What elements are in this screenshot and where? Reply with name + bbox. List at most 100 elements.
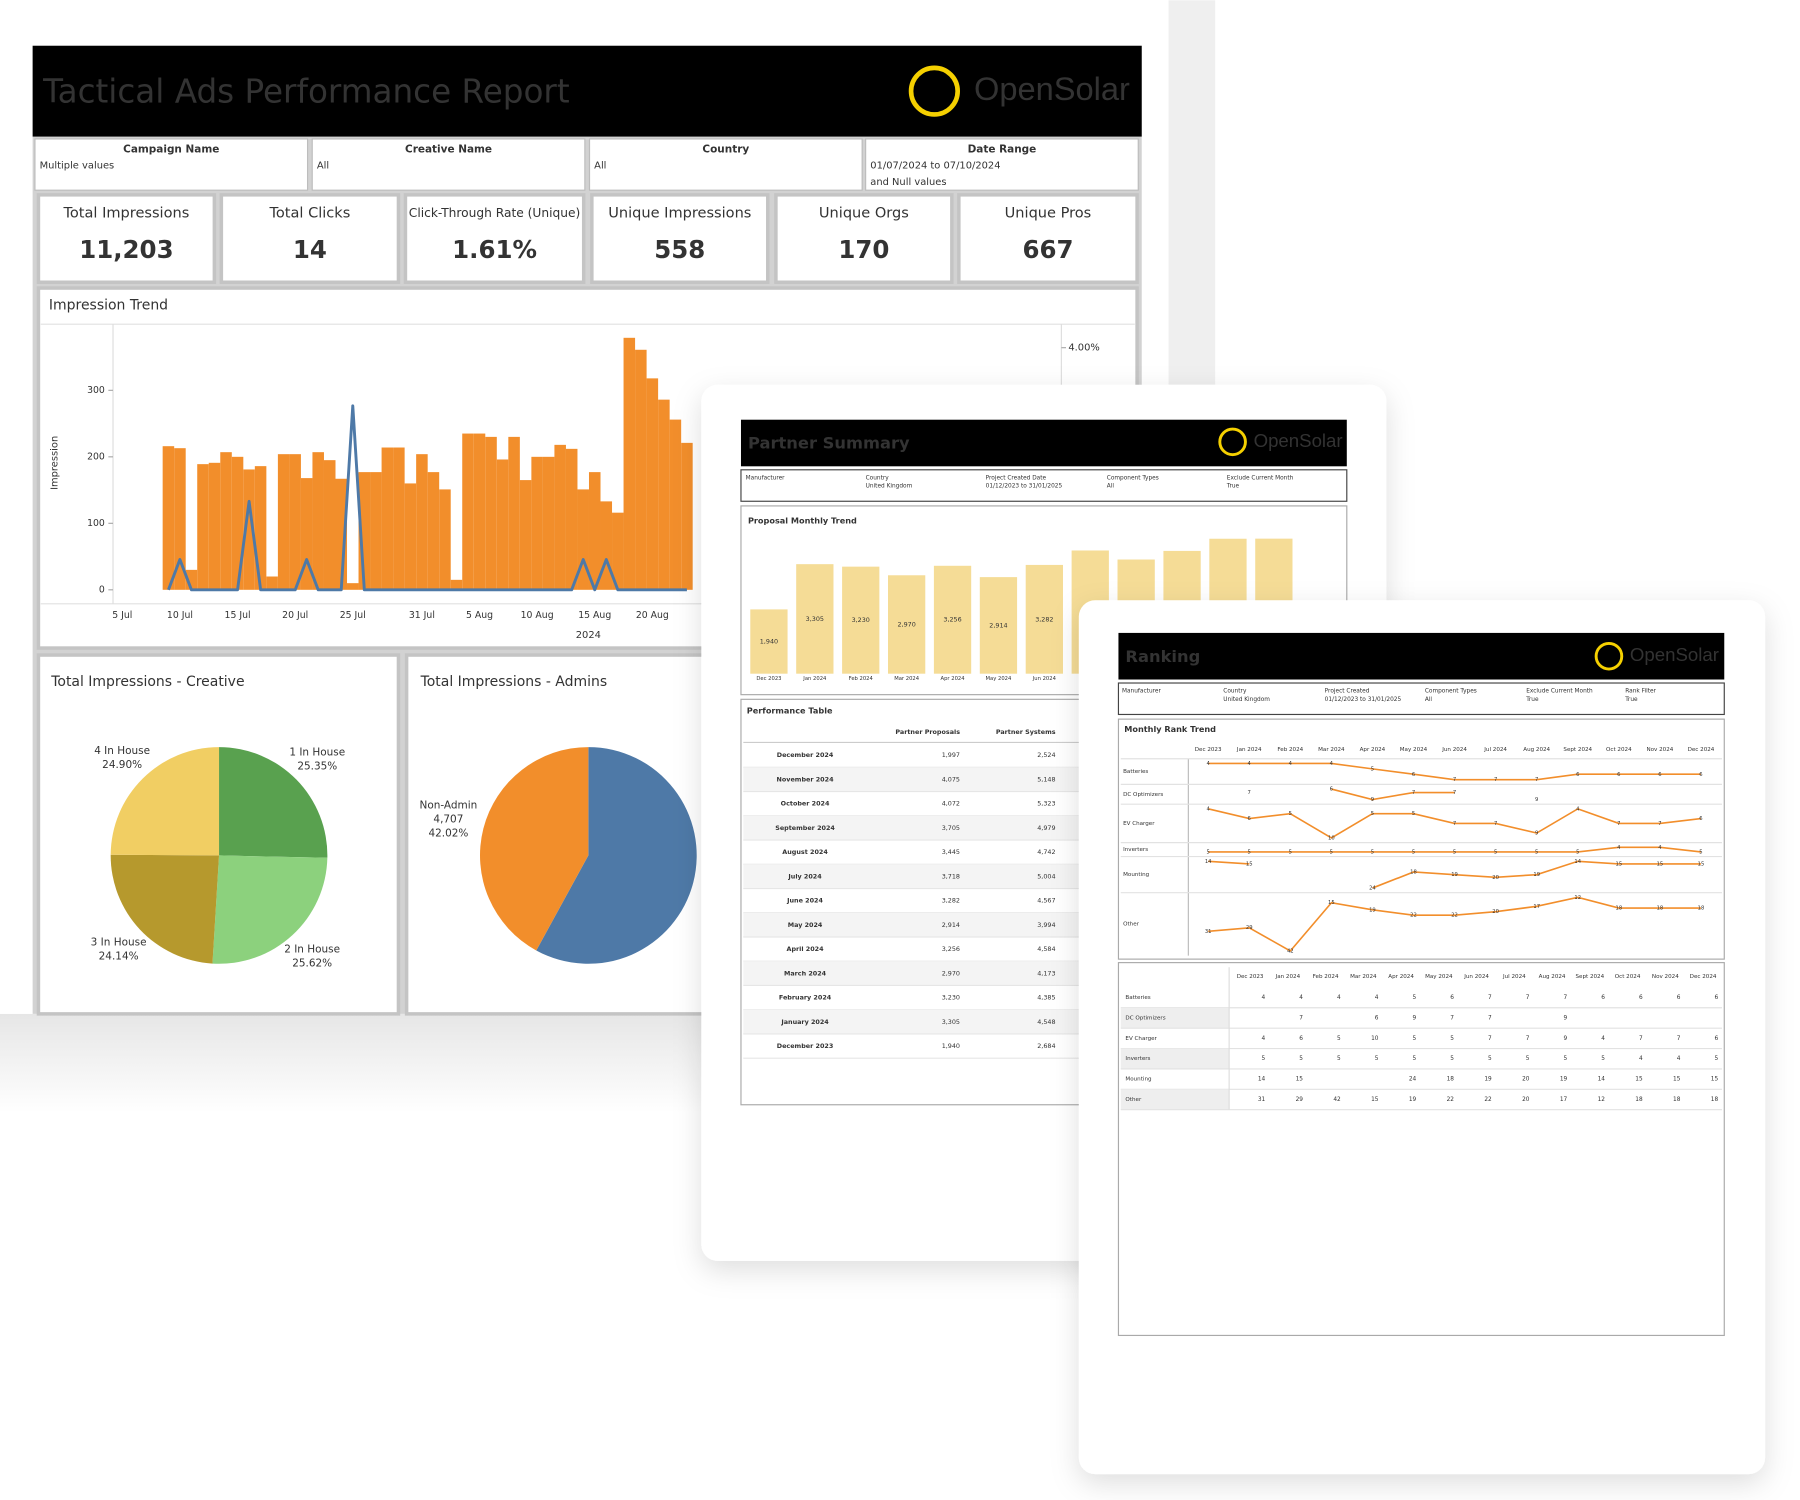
- point-label: 19: [1451, 872, 1458, 878]
- filter-box: [865, 138, 1139, 191]
- cell: 20: [1522, 1097, 1530, 1103]
- point-label: 6: [1576, 772, 1579, 778]
- bar: [623, 337, 636, 590]
- y-tick-label: 100: [87, 518, 105, 529]
- cell: 18: [1635, 1097, 1643, 1103]
- filter-label: Date Range: [968, 143, 1037, 155]
- cell: 3,230: [942, 994, 960, 1002]
- month-label: Jun 2024: [1441, 747, 1467, 753]
- cell: 10: [1371, 1036, 1379, 1042]
- cell: 2,914: [942, 921, 960, 929]
- filter-box: [34, 138, 309, 191]
- month-label: Feb 2024: [1277, 747, 1303, 753]
- rank-line: [1207, 807, 1702, 839]
- row-label: January 2024: [780, 1018, 829, 1026]
- filter-label: Country: [1223, 689, 1247, 695]
- bar: [439, 489, 451, 590]
- point-label: 5: [1371, 849, 1374, 855]
- cell: 29: [1296, 1097, 1304, 1103]
- x-tick-label: Mar 2024: [894, 676, 920, 682]
- filter-value: All: [1425, 697, 1433, 703]
- cell: 31: [1258, 1097, 1266, 1103]
- cell: 15: [1711, 1077, 1719, 1083]
- cell: 15: [1635, 1077, 1643, 1083]
- y-tick-label: 300: [87, 385, 105, 396]
- cell: 2,684: [1037, 1042, 1055, 1050]
- bar: [312, 452, 324, 590]
- filter-label: Rank Filter: [1625, 689, 1656, 695]
- bar: [174, 448, 186, 590]
- point-label: 5: [1412, 849, 1415, 855]
- row-label: Inverters: [1125, 1056, 1150, 1062]
- filter-box: [1117, 682, 1725, 716]
- filter-value: 01/12/2023 to 31/01/2025: [1325, 697, 1402, 703]
- bar-value-label: 2,914: [989, 621, 1007, 629]
- trend-panel: [1117, 718, 1725, 960]
- bar: [427, 472, 440, 590]
- cell: 4,548: [1037, 1018, 1055, 1026]
- point-label: 5: [1371, 811, 1374, 817]
- cell: 18: [1447, 1077, 1455, 1083]
- slice-label: 4,707: [433, 814, 463, 826]
- point-label: 5: [1412, 811, 1415, 817]
- cell: 5,148: [1037, 775, 1055, 783]
- filter-value: United Kingdom: [866, 484, 913, 490]
- bar-value-label: 2,970: [897, 620, 915, 628]
- cell: 42: [1333, 1097, 1341, 1103]
- cell: 4: [1337, 995, 1341, 1001]
- cell: 5: [1337, 1056, 1341, 1062]
- point-label: 15: [1698, 861, 1705, 867]
- cell: 5: [1413, 1036, 1417, 1042]
- row-label: October 2024: [781, 800, 830, 808]
- bar: [635, 349, 647, 590]
- bar-value-label: 3,282: [1035, 615, 1053, 623]
- point-label: 4: [1617, 845, 1621, 851]
- filter-value: 01/07/2024 to 07/10/2024: [870, 161, 1000, 172]
- month-label: May 2024: [1400, 747, 1428, 753]
- row-stripe: [1120, 1048, 1230, 1069]
- header-bar: [1118, 632, 1725, 680]
- bar: [1025, 564, 1063, 674]
- pie-slice: [480, 747, 589, 951]
- month-label: Mar 2024: [1350, 974, 1377, 980]
- slice-label: 4 In House: [94, 745, 150, 757]
- cell: 7: [1299, 1015, 1303, 1021]
- point-label: 10: [1328, 835, 1335, 841]
- cell: 7: [1639, 1036, 1643, 1042]
- panel-title: Performance Table: [747, 705, 833, 715]
- point-label: 42: [1287, 948, 1294, 954]
- bar: [266, 576, 278, 590]
- cell: 12: [1598, 1097, 1606, 1103]
- row-stripe: [1120, 1089, 1230, 1110]
- x-tick-label: 20 Jul: [282, 610, 308, 621]
- bar: [416, 454, 428, 590]
- x-tick-label: Jun 2024: [1032, 676, 1057, 682]
- kpi-value: 170: [838, 235, 889, 264]
- logo-ring: [908, 65, 960, 117]
- cell: 9: [1564, 1036, 1568, 1042]
- bar: [681, 442, 693, 590]
- cell: 4: [1262, 995, 1266, 1001]
- bar: [277, 454, 290, 590]
- bar: [393, 447, 405, 590]
- row-label: Other: [1125, 1097, 1142, 1103]
- bar: [658, 399, 670, 590]
- month-label: Dec 2024: [1688, 747, 1715, 753]
- point-label: 18: [1410, 869, 1417, 875]
- bar: [381, 447, 394, 590]
- cell: 5: [1299, 1056, 1303, 1062]
- row-stripe: [1120, 1007, 1230, 1029]
- point-label: 5: [1494, 849, 1497, 855]
- cell: 7: [1526, 995, 1530, 1001]
- filter-label: Campaign Name: [123, 143, 219, 155]
- x-tick-label: 10 Jul: [167, 610, 193, 621]
- filter-box: [588, 138, 863, 191]
- cell: 20: [1522, 1077, 1530, 1083]
- x-tick-label: 25 Jul: [340, 610, 366, 621]
- point-label: 7: [1494, 777, 1497, 783]
- bar: [323, 460, 336, 590]
- x-axis-title: 2024: [576, 630, 601, 641]
- cell: 2,524: [1037, 751, 1055, 759]
- bar: [554, 444, 566, 590]
